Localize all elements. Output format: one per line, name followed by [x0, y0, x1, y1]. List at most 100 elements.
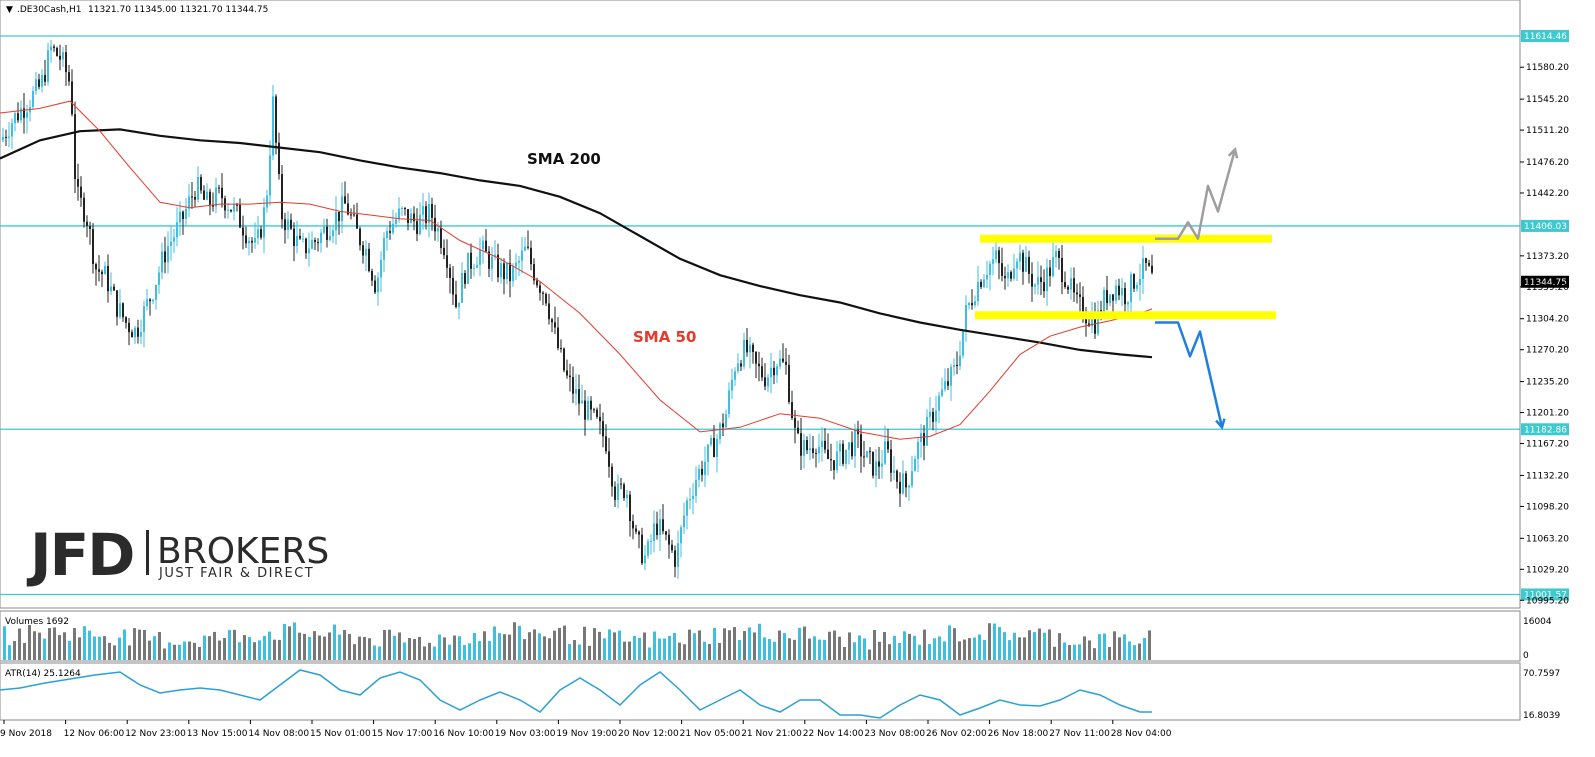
- candle-body: [350, 214, 352, 216]
- volume-bar: [943, 641, 946, 660]
- volume-bar: [903, 631, 906, 660]
- time-tick-label: 14 Nov 08:00: [248, 729, 309, 739]
- candle-body: [116, 290, 118, 317]
- volume-bar: [813, 636, 816, 660]
- volume-bar: [1028, 630, 1031, 660]
- candle-body: [227, 209, 229, 211]
- volume-bar: [563, 625, 566, 660]
- candle-body: [1115, 285, 1117, 301]
- volume-bar: [183, 641, 186, 660]
- candle-body: [959, 355, 961, 367]
- candle-body: [53, 46, 55, 49]
- volume-bar: [798, 627, 801, 660]
- candle-body: [500, 263, 502, 278]
- candle-body: [203, 190, 205, 200]
- candle-body: [821, 440, 823, 448]
- chevron-down-icon[interactable]: ▼: [6, 5, 13, 15]
- price-tick-label: 11511.20: [1526, 126, 1569, 136]
- volume-bar: [968, 638, 971, 660]
- candle-body: [998, 250, 1000, 264]
- volume-bar: [528, 632, 531, 660]
- candle-body: [497, 254, 499, 278]
- candle-body: [206, 191, 208, 200]
- volume-bar: [928, 644, 931, 660]
- volume-bar: [198, 646, 201, 660]
- sma200-label: SMA 200: [527, 150, 601, 168]
- candle-body: [734, 371, 736, 380]
- candle-body: [59, 55, 61, 60]
- level-tag: [1521, 219, 1569, 232]
- candle-body: [323, 226, 325, 233]
- candle-body: [698, 468, 700, 480]
- volume-bar: [1013, 632, 1016, 660]
- candle-body: [986, 274, 988, 280]
- candle-body: [443, 247, 445, 256]
- volume-bar: [578, 644, 581, 660]
- volume-bar: [388, 629, 391, 660]
- volume-bar: [1123, 634, 1126, 660]
- volume-bar: [588, 645, 591, 660]
- candle-body: [1079, 294, 1081, 297]
- logo-tagline: JUST FAIR & DIRECT: [158, 566, 314, 581]
- atr-pane[interactable]: [0, 662, 1521, 721]
- volume-bar: [128, 645, 131, 660]
- volume-bar: [718, 643, 721, 660]
- candle-body: [479, 249, 481, 265]
- time-tick-label: 19 Nov 03:00: [495, 729, 556, 739]
- main-pane[interactable]: [0, 0, 1521, 609]
- candle-body: [1148, 262, 1150, 266]
- candle-body: [1127, 302, 1129, 305]
- candle-body: [245, 235, 247, 244]
- candle-body: [419, 214, 421, 235]
- candle-body: [626, 494, 628, 498]
- candle-body: [548, 303, 550, 320]
- candle-body: [1139, 279, 1141, 286]
- candle-body: [449, 267, 451, 278]
- price-zones: [975, 234, 1276, 320]
- volume-bar: [658, 638, 661, 660]
- volume-bar: [543, 636, 546, 660]
- candle-body: [623, 484, 625, 498]
- volume-bar: [1058, 633, 1061, 660]
- volume-bar: [668, 635, 671, 660]
- volume-bar: [73, 628, 76, 660]
- volume-bar: [1053, 646, 1056, 660]
- time-tick-label: 21 Nov 21:00: [741, 729, 802, 739]
- candle-body: [683, 515, 685, 528]
- candle-body: [836, 451, 838, 471]
- candle-body: [635, 528, 637, 532]
- candle-body: [896, 470, 898, 482]
- candle-body: [374, 280, 376, 293]
- candle-body: [395, 219, 397, 224]
- candle-body: [536, 280, 538, 286]
- candle-body: [713, 438, 715, 458]
- volume-bar: [138, 629, 141, 660]
- candle-body: [305, 238, 307, 254]
- candle-body: [611, 466, 613, 487]
- symbol-label: .DE30Cash,H1: [17, 5, 81, 15]
- candle-body: [197, 177, 199, 200]
- candle-body: [527, 246, 529, 248]
- volume-bar: [558, 627, 561, 660]
- volume-bar: [638, 637, 641, 660]
- candle-body: [893, 470, 895, 473]
- volume-bar: [938, 636, 941, 660]
- candle-body: [1076, 292, 1078, 295]
- candle-body: [854, 429, 856, 457]
- candle-body: [392, 223, 394, 233]
- candle-body: [845, 449, 847, 464]
- level-label: 11182.86: [1524, 425, 1567, 435]
- price-tick-label: 11339.20: [1526, 283, 1569, 293]
- candle-body: [422, 206, 424, 215]
- volume-bar: [113, 645, 116, 660]
- candle-body: [506, 263, 508, 280]
- volume-bar: [1143, 637, 1146, 660]
- volume-bar: [583, 626, 586, 660]
- volume-bar: [723, 628, 726, 660]
- bullish-scenario-arrow: [1155, 149, 1237, 240]
- candle-body: [65, 52, 67, 73]
- candle-body: [1001, 263, 1003, 276]
- price-tick-label: 11201.20: [1526, 409, 1569, 419]
